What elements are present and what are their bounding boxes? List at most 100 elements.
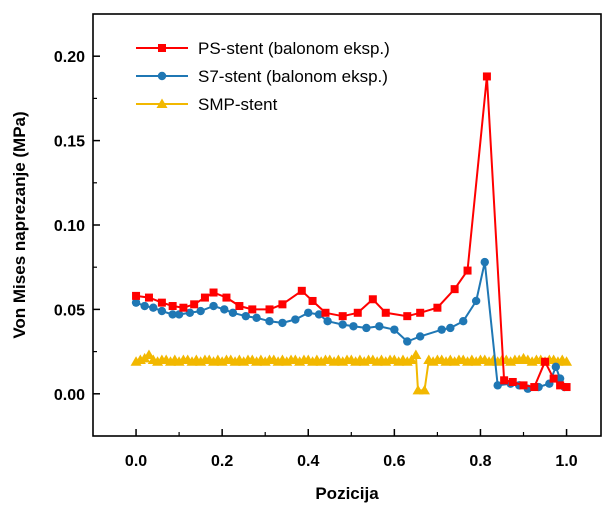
s7-stent-point	[140, 301, 149, 311]
ps-stent-series	[132, 72, 571, 392]
s7-stent-point	[323, 317, 332, 326]
s7-stent-point	[375, 322, 384, 331]
ps-stent-point	[562, 383, 571, 392]
s7-stent-point	[480, 257, 489, 267]
x-axis-title: Pozicija	[315, 484, 379, 503]
ps-stent-point	[200, 293, 209, 302]
legend: PS-stent (balonom eksp.) S7-stent (balono…	[136, 39, 390, 114]
y-tick-label: 0.05	[54, 302, 85, 319]
ps-stent-point	[168, 302, 177, 311]
ps-stent-point	[144, 293, 153, 302]
x-tick-label: 0.2	[211, 453, 233, 470]
s7-stent-point	[551, 362, 560, 371]
y-tick-label: 0.15	[54, 134, 85, 151]
series-layer	[130, 72, 573, 395]
s7-stent-point	[459, 317, 468, 326]
legend-label: S7-stent (balonom eksp.)	[198, 67, 388, 86]
s7-stent-point	[241, 311, 251, 321]
legend-item-ps-stent: PS-stent (balonom eksp.)	[136, 39, 390, 58]
ps-stent-point	[463, 266, 472, 275]
s7-stent-point	[403, 337, 412, 346]
ps-stent-point	[508, 377, 517, 386]
smp-stent-point	[410, 349, 422, 359]
s7-stent-point	[209, 301, 218, 311]
s7-stent-point	[168, 310, 177, 319]
s7-stent-point	[131, 298, 141, 307]
ps-stent-point	[556, 381, 565, 390]
ps-stent-point	[321, 308, 330, 317]
legend-item-s7-stent: S7-stent (balonom eksp.)	[136, 67, 388, 86]
ps-stent-point	[278, 300, 287, 309]
ps-stent-point	[368, 295, 377, 304]
ps-stent-point	[403, 312, 412, 321]
ps-stent-point	[157, 298, 166, 307]
ps-stent-point	[179, 303, 188, 312]
ps-stent-point	[248, 305, 257, 314]
x-tick-label: 0.4	[297, 453, 319, 470]
x-tick-label: 0.6	[383, 453, 405, 470]
ps-stent-point	[530, 383, 539, 392]
legend-swatch-marker	[157, 71, 167, 81]
s7-stent-point	[149, 303, 158, 312]
ps-stent-point	[308, 296, 317, 305]
s7-stent-point	[278, 318, 287, 328]
ps-stent-point	[353, 308, 362, 317]
s7-stent-point	[174, 310, 184, 319]
s7-stent-point	[415, 332, 425, 341]
ps-stent-point	[416, 308, 425, 317]
ps-stent-point	[549, 374, 558, 383]
x-tick-label: 0.0	[125, 453, 147, 470]
smp-stent-point	[143, 349, 155, 359]
ps-stent-point	[541, 357, 550, 366]
s7-stent-point	[437, 325, 446, 334]
y-axis-title: Von Mises naprezanje (MPa)	[10, 111, 29, 338]
s7-stent-point	[349, 322, 358, 331]
ps-stent-point	[132, 291, 141, 300]
ps-stent-point	[519, 381, 528, 390]
s7-stent-point	[228, 308, 238, 317]
s7-stent-point	[362, 323, 371, 333]
legend-swatch-marker	[156, 98, 168, 108]
s7-stent-point	[471, 296, 481, 306]
s7-stent-point	[252, 313, 261, 323]
s7-stent-point	[265, 317, 274, 326]
ps-stent-point	[450, 285, 459, 294]
smp-stent-point	[561, 356, 573, 366]
x-tick-label: 1.0	[555, 453, 577, 470]
s7-stent-point	[304, 308, 313, 317]
x-axis: 0.0 0.2 0.4 0.6 0.8 1.0	[125, 429, 578, 470]
s7-stent-point	[314, 310, 324, 319]
s7-stent-point	[185, 308, 195, 317]
ps-stent-point	[433, 303, 442, 312]
ps-stent-point	[338, 312, 347, 321]
x-tick-label: 0.8	[469, 453, 491, 470]
s7-stent-point	[220, 305, 229, 314]
ps-stent-point	[482, 72, 491, 81]
s7-stent-point	[446, 323, 455, 333]
ps-stent-point	[500, 376, 509, 385]
s7-stent-point	[157, 306, 167, 316]
legend-item-smp-stent: SMP-stent	[136, 95, 278, 114]
ps-stent-point	[190, 300, 199, 309]
s7-stent-point	[338, 320, 347, 329]
s7-stent-point	[196, 306, 205, 316]
s7-stent-point	[291, 315, 300, 324]
s7-stent-point	[555, 374, 565, 383]
ps-stent-point	[222, 293, 231, 302]
ps-stent-point	[209, 288, 218, 297]
smp-stent-point	[418, 384, 430, 395]
smp-stent-point	[406, 354, 418, 365]
y-axis: 0.00 0.05 0.10 0.15 0.20	[54, 49, 100, 404]
ps-stent-point	[297, 286, 306, 295]
ps-stent-line	[135, 75, 567, 388]
y-tick-label: 0.20	[54, 49, 85, 66]
y-tick-label: 0.00	[54, 387, 85, 404]
ps-stent-point	[381, 308, 390, 317]
legend-label: PS-stent (balonom eksp.)	[198, 39, 390, 58]
s7-stent-point	[493, 381, 502, 390]
ps-stent-point	[265, 305, 274, 314]
ps-stent-point	[235, 302, 244, 311]
legend-swatch-marker	[158, 44, 166, 52]
s7-stent-point	[390, 325, 399, 334]
